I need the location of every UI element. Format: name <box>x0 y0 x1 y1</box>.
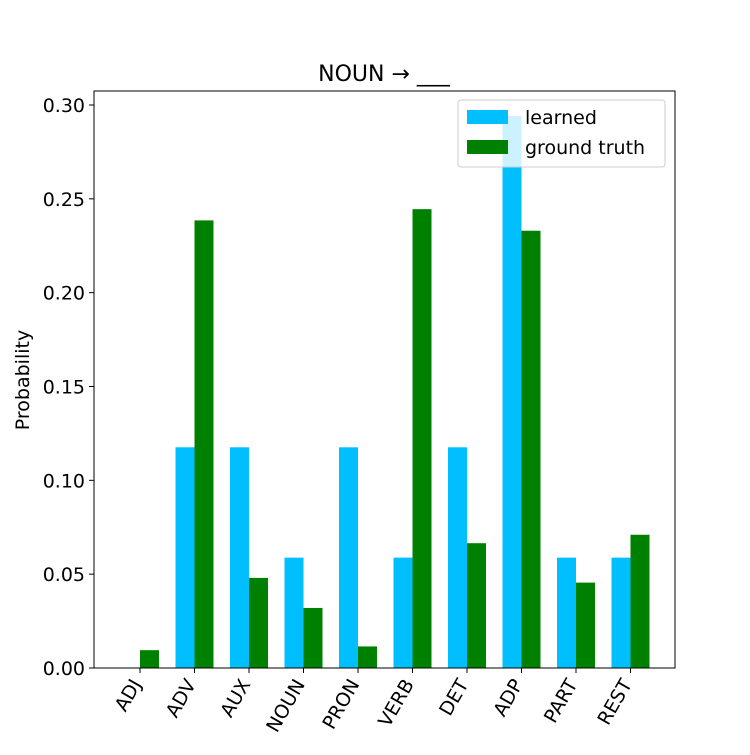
bar-ground-truth-det <box>467 543 486 668</box>
bar-learned-det <box>448 447 467 668</box>
y-tick-label: 0.15 <box>43 377 85 399</box>
bars-group <box>140 116 650 669</box>
bar-learned-noun <box>284 557 304 668</box>
bar-learned-aux <box>230 447 249 668</box>
legend-swatch-ground-truth <box>467 140 508 154</box>
y-tick-label: 0.30 <box>43 95 85 117</box>
bar-ground-truth-adp <box>521 230 541 668</box>
y-tick-label: 0.00 <box>43 658 85 680</box>
plot-frame <box>93 90 676 669</box>
legend-swatch-learned <box>467 110 508 124</box>
chart-title: NOUN → ___ <box>318 62 451 87</box>
bar-learned-adp <box>502 116 522 669</box>
x-tick-label: DET <box>435 675 473 719</box>
legend-box <box>457 99 666 168</box>
x-tick-label: PART <box>540 675 583 727</box>
bar-ground-truth-pron <box>358 646 377 668</box>
legend-label-ground-truth: ground truth <box>525 137 645 159</box>
bar-learned-rest <box>611 557 631 668</box>
x-tick-label: REST <box>593 675 637 729</box>
bar-ground-truth-part <box>576 582 595 668</box>
y-tick-label: 0.25 <box>43 189 85 211</box>
bar-ground-truth-adv <box>194 220 214 669</box>
bar-ground-truth-adj <box>140 650 159 668</box>
x-tick-label: AUX <box>216 676 255 722</box>
x-tick-label: ADV <box>162 676 201 722</box>
x-tick-label: NOUN <box>262 676 310 737</box>
bar-ground-truth-rest <box>630 534 650 668</box>
y-axis-label: Probability <box>12 330 34 430</box>
bar-ground-truth-verb <box>412 209 432 668</box>
y-tick-label: 0.20 <box>43 283 85 305</box>
bar-ground-truth-aux <box>249 577 268 668</box>
bar-ground-truth-noun <box>303 607 323 668</box>
x-tick-label: ADP <box>489 676 528 721</box>
bar-learned-verb <box>393 557 413 668</box>
x-tick-label: ADJ <box>111 676 147 716</box>
bar-learned-part <box>557 557 576 668</box>
x-tick-label: PRON <box>318 676 364 734</box>
x-tick-label: VERB <box>374 676 419 731</box>
y-tick-label: 0.10 <box>43 470 85 492</box>
legend-label-learned: learned <box>525 107 597 129</box>
bar-learned-pron <box>339 447 358 668</box>
bar-learned-adv <box>175 447 195 668</box>
legend: learned ground truth <box>457 99 666 168</box>
y-tick-label: 0.05 <box>43 564 85 586</box>
